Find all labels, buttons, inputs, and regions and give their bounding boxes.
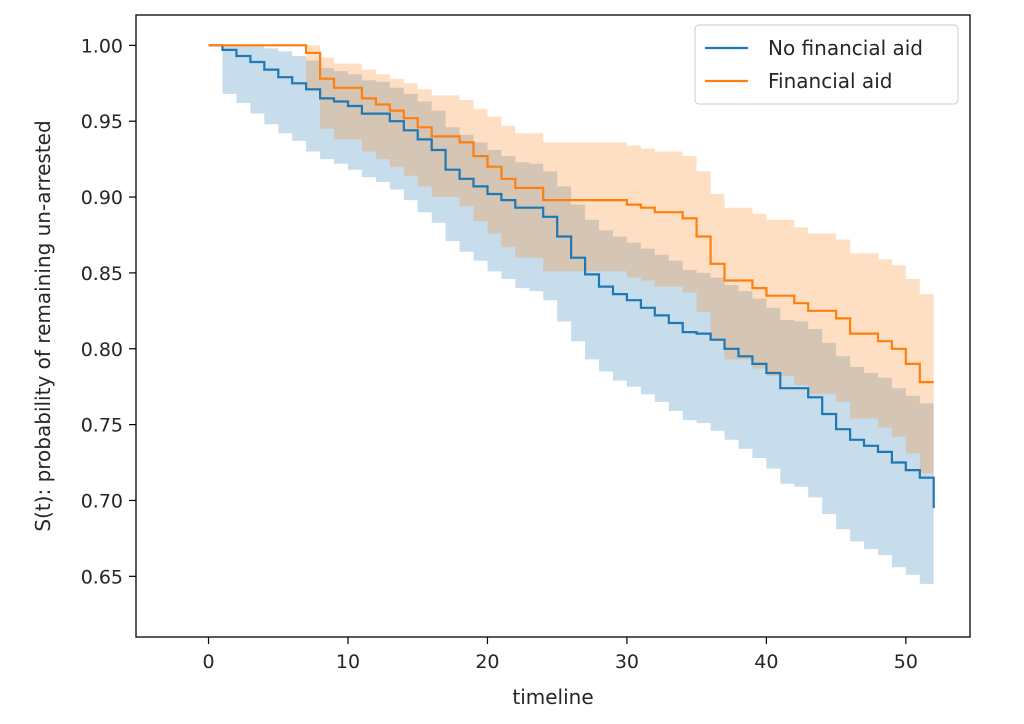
x-tick-label: 30 bbox=[615, 651, 639, 673]
survival-line-0 bbox=[208, 44, 935, 508]
y-tick-label: 0.80 bbox=[81, 339, 123, 361]
confidence-bands bbox=[208, 45, 934, 612]
y-tick-label: 0.70 bbox=[81, 490, 123, 512]
x-axis-ticks: 0 10 20 30 40 50 bbox=[202, 637, 918, 673]
y-axis-label: S(t): probability of remaining un-arrest… bbox=[31, 120, 55, 531]
y-tick-label: 1.00 bbox=[81, 35, 123, 57]
y-tick-label: 0.65 bbox=[81, 566, 123, 588]
y-tick-label: 0.95 bbox=[81, 111, 123, 133]
confidence-band-1 bbox=[208, 45, 934, 474]
confidence-band-0 bbox=[208, 45, 934, 612]
y-tick-label: 0.75 bbox=[81, 415, 123, 437]
legend-label: Financial aid bbox=[768, 69, 892, 93]
x-axis-label: timeline bbox=[512, 685, 593, 709]
x-tick-label: 50 bbox=[894, 651, 918, 673]
y-axis-ticks: 1.00 0.95 0.90 0.85 0.80 0.75 0.70 0.65 bbox=[81, 35, 136, 588]
survival-line-1 bbox=[208, 44, 934, 384]
legend-box bbox=[694, 24, 959, 105]
y-tick-label: 0.90 bbox=[81, 187, 123, 209]
x-tick-label: 10 bbox=[336, 651, 360, 673]
x-tick-label: 0 bbox=[202, 651, 214, 673]
x-tick-label: 20 bbox=[475, 651, 499, 673]
plot-frame bbox=[135, 14, 971, 638]
survival-lines bbox=[208, 44, 935, 508]
y-tick-label: 0.85 bbox=[81, 263, 123, 285]
x-tick-label: 40 bbox=[754, 651, 778, 673]
legend: No financial aid Financial aid bbox=[694, 24, 959, 105]
legend-label: No financial aid bbox=[768, 36, 923, 60]
